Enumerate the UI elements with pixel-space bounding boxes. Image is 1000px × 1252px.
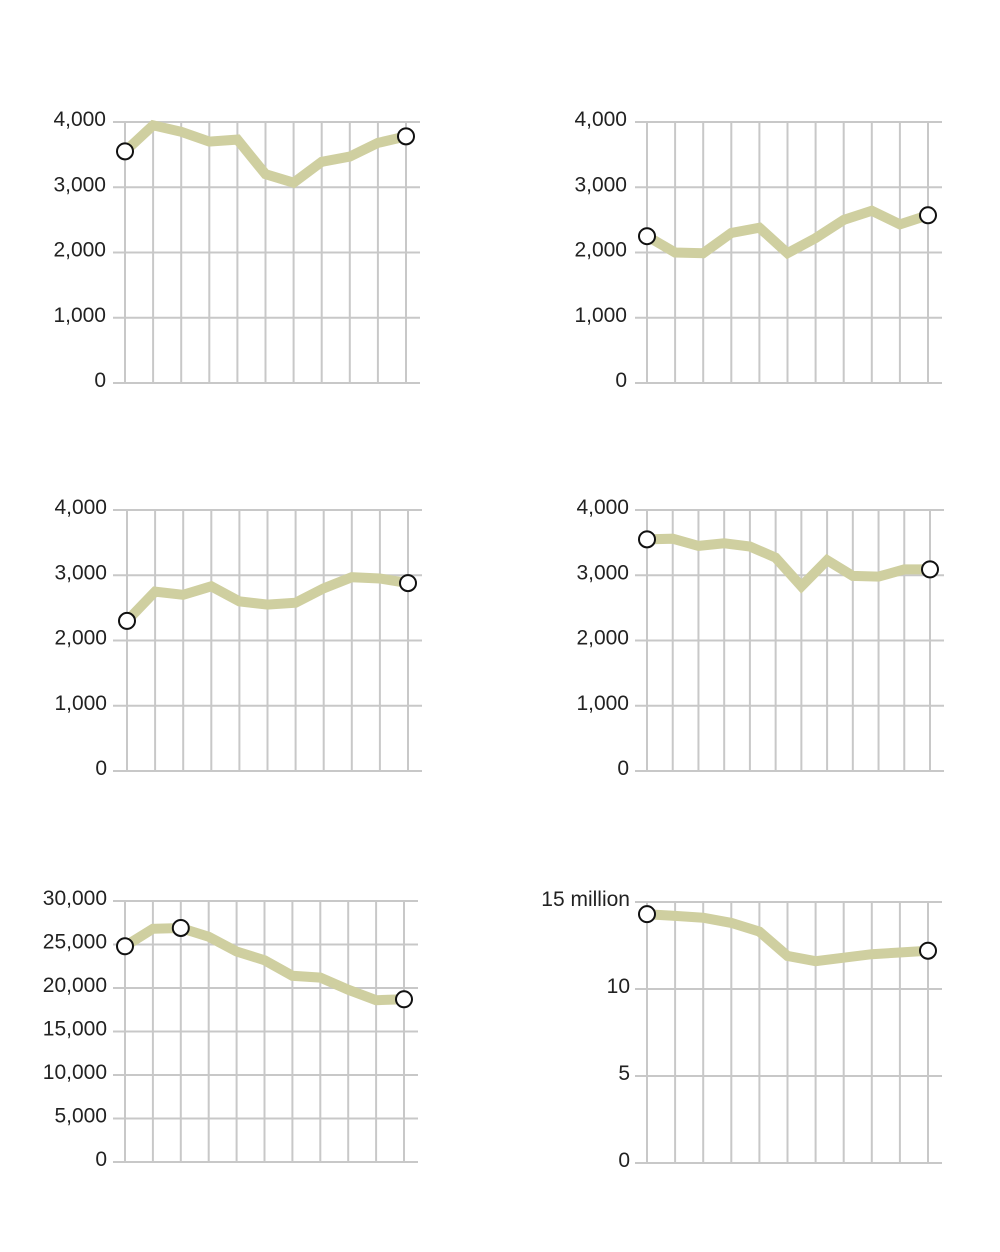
y-tick-label: 4,000 (574, 108, 627, 131)
chart-panel-2: 0 1,000 2,000 3,000 4,000 (574, 108, 942, 392)
chart-panel-1: 0 1,000 2,000 3,000 4,000 (53, 108, 420, 392)
y-tick-label: 5,000 (54, 1105, 107, 1128)
y-tick-label: 1,000 (54, 692, 107, 715)
y-tick-label: 0 (95, 1148, 107, 1171)
y-tick-label: 3,000 (574, 173, 627, 196)
y-tick-label: 2,000 (576, 627, 629, 650)
y-tick-label: 2,000 (54, 627, 107, 650)
data-point-marker (638, 227, 656, 246)
chart-panel-5: 0 5,000 10,000 15,000 20,000 25,000 30,000 (43, 887, 418, 1171)
data-point-marker (397, 127, 415, 146)
chart-panel-4: 0 1,000 2,000 3,000 4,000 (576, 496, 944, 780)
y-tick-label: 1,000 (574, 304, 627, 327)
y-tick-label: 2,000 (53, 239, 106, 262)
y-tick-label: 3,000 (54, 561, 107, 584)
y-tick-label: 0 (615, 369, 627, 392)
y-tick-label: 1,000 (53, 304, 106, 327)
series-line (644, 205, 930, 260)
y-tick-label: 0 (618, 1149, 630, 1172)
y-tick-label: 15,000 (43, 1018, 107, 1041)
y-tick-label: 0 (617, 757, 629, 780)
data-point-marker (919, 941, 937, 960)
data-point-marker (118, 611, 136, 630)
y-tick-label: 0 (95, 757, 107, 780)
y-tick-label: 5 (618, 1062, 630, 1085)
chart-panel-6: 0 5 10 15 million (541, 888, 942, 1172)
series-line (123, 572, 409, 625)
data-point-marker (395, 990, 413, 1009)
y-tick-label: 4,000 (53, 108, 106, 131)
data-point-marker (116, 937, 134, 956)
data-point-marker (116, 142, 134, 161)
data-point-marker (921, 560, 939, 579)
data-point-marker (399, 574, 417, 593)
y-tick-label: 10,000 (43, 1061, 107, 1084)
series-line (646, 909, 929, 967)
y-tick-label: 10 (607, 975, 630, 998)
data-point-marker (171, 918, 190, 937)
y-tick-label: 20,000 (43, 974, 107, 997)
y-tick-label: 25,000 (43, 931, 107, 954)
data-point-marker (638, 905, 656, 924)
data-point-marker (919, 206, 937, 225)
chart-panel-3: 0 1,000 2,000 3,000 4,000 (54, 496, 422, 780)
series-line (122, 922, 405, 1006)
y-tick-label: 1,000 (576, 692, 629, 715)
y-tick-label: 2,000 (574, 239, 627, 262)
y-tick-label: 30,000 (43, 887, 107, 910)
y-tick-label: 3,000 (576, 561, 629, 584)
y-tick-label: 0 (94, 369, 106, 392)
y-tick-label: 15 million (541, 888, 630, 911)
y-tick-label: 4,000 (54, 496, 107, 519)
data-point-marker (638, 530, 656, 549)
y-tick-label: 4,000 (576, 496, 629, 519)
y-tick-label: 3,000 (53, 173, 106, 196)
series-line (646, 533, 930, 594)
series-line (121, 119, 408, 189)
